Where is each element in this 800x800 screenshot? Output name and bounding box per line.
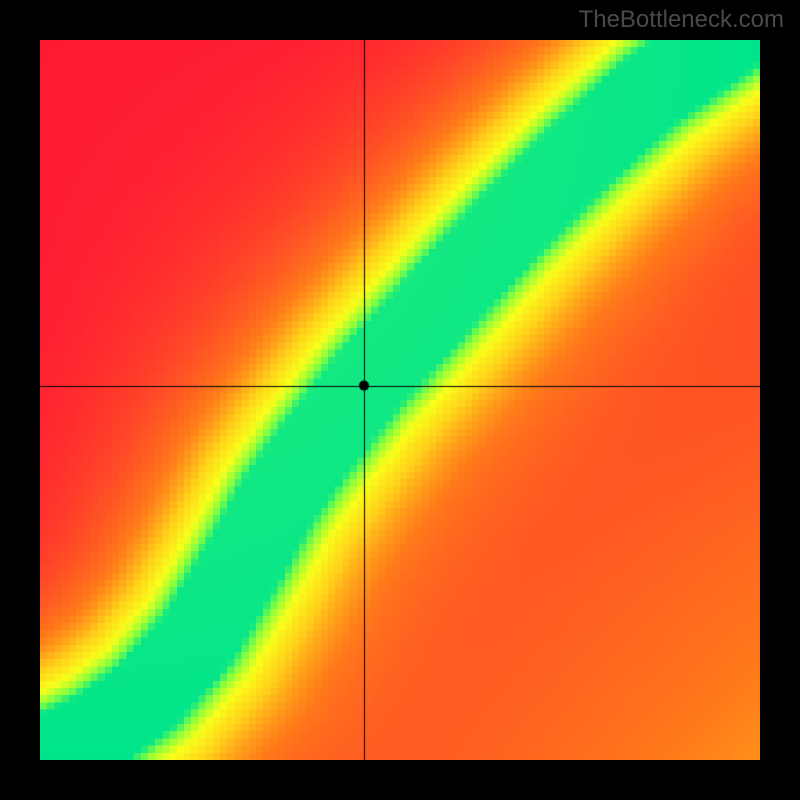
watermark-text: TheBottleneck.com xyxy=(579,6,784,34)
chart-container: TheBottleneck.com xyxy=(0,0,800,800)
crosshair-overlay xyxy=(40,40,760,760)
